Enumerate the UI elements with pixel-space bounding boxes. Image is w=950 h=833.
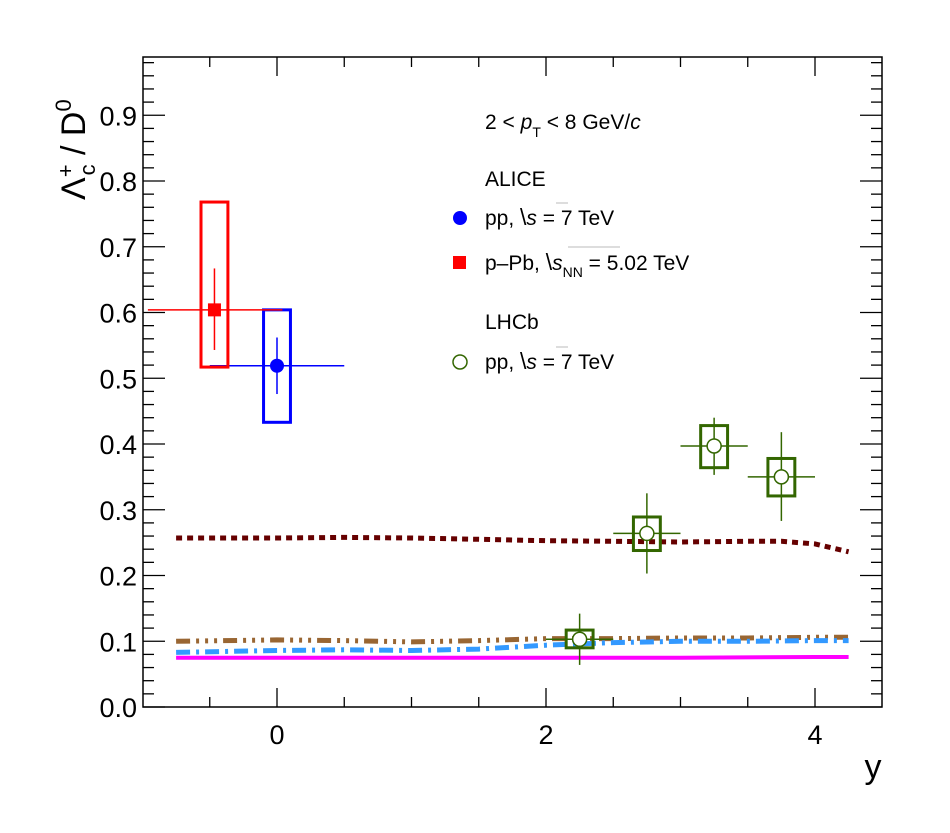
marker-open-circle	[571, 631, 588, 648]
marker-open-circle	[639, 525, 655, 542]
y-tick-label: 0.1	[99, 627, 137, 657]
series-filled-circle	[209, 308, 345, 424]
plot-frame-border	[142, 56, 883, 708]
legend-label-alice-ppb: p–Pb, \sNN = 5.02 TeV	[485, 249, 689, 280]
y-tick-label: 0.6	[99, 299, 137, 329]
model-curve-solid-magenta	[176, 655, 849, 660]
series-filled-square	[147, 200, 283, 369]
systematic-uncertainty-box	[199, 200, 230, 369]
data-point	[613, 493, 681, 574]
tick-labels: 0 2 4 0.0 0.1 0.2 0.3 0.4 0.5 0.6 0.7 0.8 0.9	[99, 101, 822, 750]
legend: ALICE pp, \s = 7 TeV p–Pb, \sNN = 5.02 T…	[452, 168, 689, 374]
legend-header-alice: ALICE	[485, 168, 546, 191]
legend-entry-alice-ppb: p–Pb, \sNN = 5.02 TeV	[453, 246, 689, 280]
legend-entry-lhcb-pp: pp, \s = 7 TeV	[452, 346, 614, 374]
y-tick-label: 0.2	[99, 562, 137, 592]
y-tick-label: 0.7	[99, 233, 137, 263]
plot-frame	[142, 56, 883, 708]
axis-ticks	[143, 57, 882, 708]
data-point	[680, 417, 748, 475]
series-open-circle	[546, 417, 815, 665]
data-point	[147, 200, 283, 369]
data-point	[546, 613, 614, 665]
marker-open-circle	[706, 438, 722, 454]
sqrt-symbol: \	[546, 249, 553, 275]
y-tick-label: 0.0	[99, 693, 137, 723]
data-point	[747, 432, 815, 521]
legend-label-lhcb-pp: pp, \s = 7 TeV	[485, 348, 614, 374]
marker-filled-circle	[270, 358, 284, 373]
y-tick-label: 0.3	[99, 496, 137, 526]
sqrt-symbol: \	[520, 348, 527, 374]
data-points	[147, 200, 815, 665]
legend-marker-open-circle	[452, 354, 468, 370]
marker-open-circle	[773, 469, 790, 485]
legend-label-alice-pp: pp, \s = 7 TeV	[485, 204, 614, 230]
marker-filled-square	[207, 303, 221, 317]
model-curves	[176, 534, 850, 660]
legend-marker-filled-square	[453, 256, 466, 269]
model-curve-dotted-darkred	[176, 534, 850, 555]
pt-range-annotation: 2 < pT < 8 GeV/c	[485, 111, 641, 140]
legend-entry-alice-pp: pp, \s = 7 TeV	[453, 202, 614, 230]
data-point	[209, 308, 345, 424]
model-curve-dashdot-blue	[176, 638, 849, 655]
x-tick-label: 0	[269, 720, 284, 750]
legend-header-lhcb: LHCb	[485, 311, 539, 334]
legend-marker-filled-circle	[453, 211, 467, 225]
y-tick-label: 0.9	[99, 101, 137, 131]
y-tick-label: 0.5	[99, 364, 137, 394]
y-axis-title: Λ+c / D0	[51, 99, 100, 200]
y-tick-label: 0.4	[99, 430, 137, 460]
x-tick-label: 2	[538, 720, 553, 750]
y-tick-label: 0.8	[99, 167, 137, 197]
sqrt-symbol: \	[520, 204, 527, 230]
x-axis-title: y	[865, 748, 882, 786]
x-tick-label: 4	[807, 720, 822, 750]
